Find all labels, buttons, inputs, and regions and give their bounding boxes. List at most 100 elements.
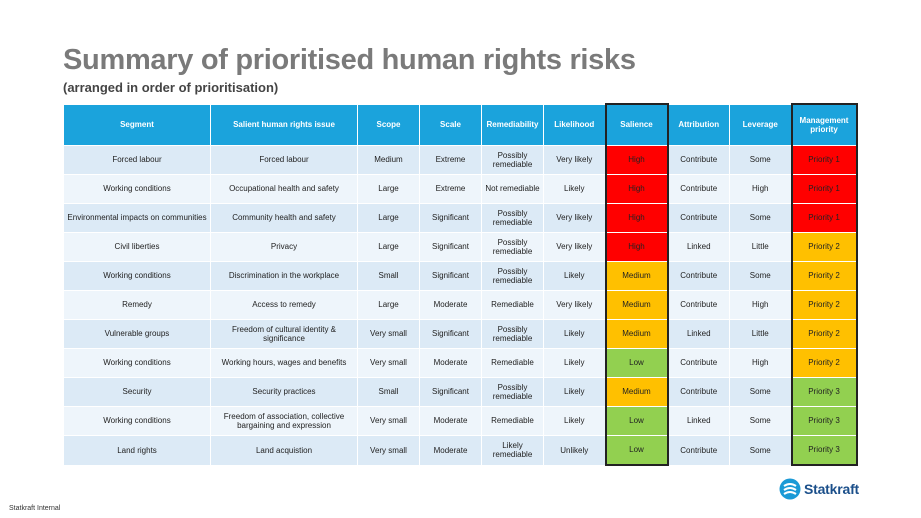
cell-attribution: Contribute	[667, 377, 730, 407]
cell-remediability: Not remediable	[481, 174, 544, 204]
cell-segment: Security	[63, 377, 211, 407]
col-header-segment: Segment	[63, 103, 211, 146]
cell-likelihood: Likely	[543, 377, 606, 407]
cell-priority: Priority 1	[790, 145, 858, 175]
cell-leverage: High	[729, 290, 792, 320]
cell-likelihood: Likely	[543, 261, 606, 291]
cell-salience: Low	[604, 406, 669, 436]
cell-likelihood: Very likely	[543, 203, 606, 233]
cell-priority: Priority 2	[790, 319, 858, 349]
cell-scope: Large	[357, 203, 420, 233]
cell-salience: Low	[604, 348, 669, 378]
cell-segment: Working conditions	[63, 348, 211, 378]
cell-priority: Priority 1	[790, 203, 858, 233]
cell-likelihood: Very likely	[543, 145, 606, 175]
table-row: Working conditions Freedom of association…	[63, 406, 858, 436]
cell-leverage: Some	[729, 377, 792, 407]
cell-attribution: Contribute	[667, 348, 730, 378]
cell-leverage: Some	[729, 203, 792, 233]
cell-scope: Large	[357, 174, 420, 204]
col-header-issue: Salient human rights issue	[210, 103, 358, 146]
cell-priority: Priority 2	[790, 290, 858, 320]
table-row: Environmental impacts on communities Comm…	[63, 203, 858, 233]
cell-segment: Working conditions	[63, 174, 211, 204]
cell-priority: Priority 3	[790, 377, 858, 407]
logo: Statkraft	[779, 478, 859, 500]
cell-salience: High	[604, 232, 669, 262]
cell-priority: Priority 2	[790, 232, 858, 262]
cell-scale: Significant	[419, 232, 482, 262]
cell-salience: Medium	[604, 377, 669, 407]
table-row: Civil liberties Privacy Large Significant Po…	[63, 232, 858, 262]
table-row: Security Security practices Small Significa…	[63, 377, 858, 407]
cell-remediability: Possibly remediable	[481, 377, 544, 407]
cell-leverage: High	[729, 174, 792, 204]
cell-segment: Civil liberties	[63, 232, 211, 262]
cell-salience: Medium	[604, 319, 669, 349]
cell-segment: Working conditions	[63, 261, 211, 291]
col-header-leverage: Leverage	[729, 103, 792, 146]
cell-attribution: Contribute	[667, 203, 730, 233]
cell-issue: Security practices	[210, 377, 358, 407]
cell-scale: Moderate	[419, 406, 482, 436]
cell-remediability: Remediable	[481, 406, 544, 436]
col-header-attribution: Attribution	[667, 103, 730, 146]
cell-priority: Priority 3	[790, 406, 858, 436]
cell-segment: Land rights	[63, 435, 211, 466]
cell-leverage: Some	[729, 145, 792, 175]
page-subtitle: (arranged in order of prioritisation)	[63, 80, 279, 95]
cell-segment: Remedy	[63, 290, 211, 320]
table-row: Working conditions Working hours, wages a…	[63, 348, 858, 378]
cell-scale: Moderate	[419, 348, 482, 378]
cell-issue: Land acquistion	[210, 435, 358, 466]
cell-scale: Significant	[419, 377, 482, 407]
col-header-remediability: Remediability	[481, 103, 544, 146]
cell-scale: Significant	[419, 261, 482, 291]
cell-attribution: Linked	[667, 406, 730, 436]
cell-remediability: Likely remediable	[481, 435, 544, 466]
cell-priority: Priority 3	[790, 435, 858, 466]
cell-segment: Vulnerable groups	[63, 319, 211, 349]
cell-leverage: Some	[729, 406, 792, 436]
cell-attribution: Contribute	[667, 174, 730, 204]
cell-likelihood: Likely	[543, 319, 606, 349]
cell-salience: Low	[604, 435, 669, 466]
cell-likelihood: Unlikely	[543, 435, 606, 466]
col-header-scope: Scope	[357, 103, 420, 146]
cell-segment: Environmental impacts on communities	[63, 203, 211, 233]
cell-issue: Access to remedy	[210, 290, 358, 320]
cell-leverage: High	[729, 348, 792, 378]
cell-issue: Freedom of association, collective barga…	[210, 406, 358, 436]
cell-remediability: Possibly remediable	[481, 145, 544, 175]
cell-scale: Extreme	[419, 174, 482, 204]
col-header-scale: Scale	[419, 103, 482, 146]
cell-scale: Moderate	[419, 290, 482, 320]
statkraft-logo-icon	[779, 478, 801, 500]
col-header-priority: Management priority	[790, 103, 858, 146]
cell-salience: High	[604, 174, 669, 204]
cell-salience: Medium	[604, 290, 669, 320]
cell-scope: Small	[357, 377, 420, 407]
cell-priority: Priority 1	[790, 174, 858, 204]
col-header-salience: Salience	[604, 103, 669, 146]
table-row: Vulnerable groups Freedom of cultural ide…	[63, 319, 858, 349]
cell-scale: Significant	[419, 203, 482, 233]
cell-salience: High	[604, 203, 669, 233]
cell-scope: Large	[357, 232, 420, 262]
table-row: Remedy Access to remedy Large Moderate Remed…	[63, 290, 858, 320]
cell-attribution: Linked	[667, 232, 730, 262]
table-header-row: Segment Salient human rights issue Scope…	[63, 103, 858, 146]
cell-likelihood: Likely	[543, 174, 606, 204]
table-row: Working conditions Occupational health an…	[63, 174, 858, 204]
cell-issue: Working hours, wages and benefits	[210, 348, 358, 378]
cell-scope: Medium	[357, 145, 420, 175]
cell-priority: Priority 2	[790, 261, 858, 291]
cell-scope: Large	[357, 290, 420, 320]
cell-priority: Priority 2	[790, 348, 858, 378]
cell-issue: Privacy	[210, 232, 358, 262]
cell-likelihood: Very likely	[543, 232, 606, 262]
table-row: Forced labour Forced labour Medium Extreme P…	[63, 145, 858, 175]
footer-classification: Statkraft Internal	[9, 505, 61, 512]
cell-segment: Forced labour	[63, 145, 211, 175]
cell-scope: Very small	[357, 406, 420, 436]
